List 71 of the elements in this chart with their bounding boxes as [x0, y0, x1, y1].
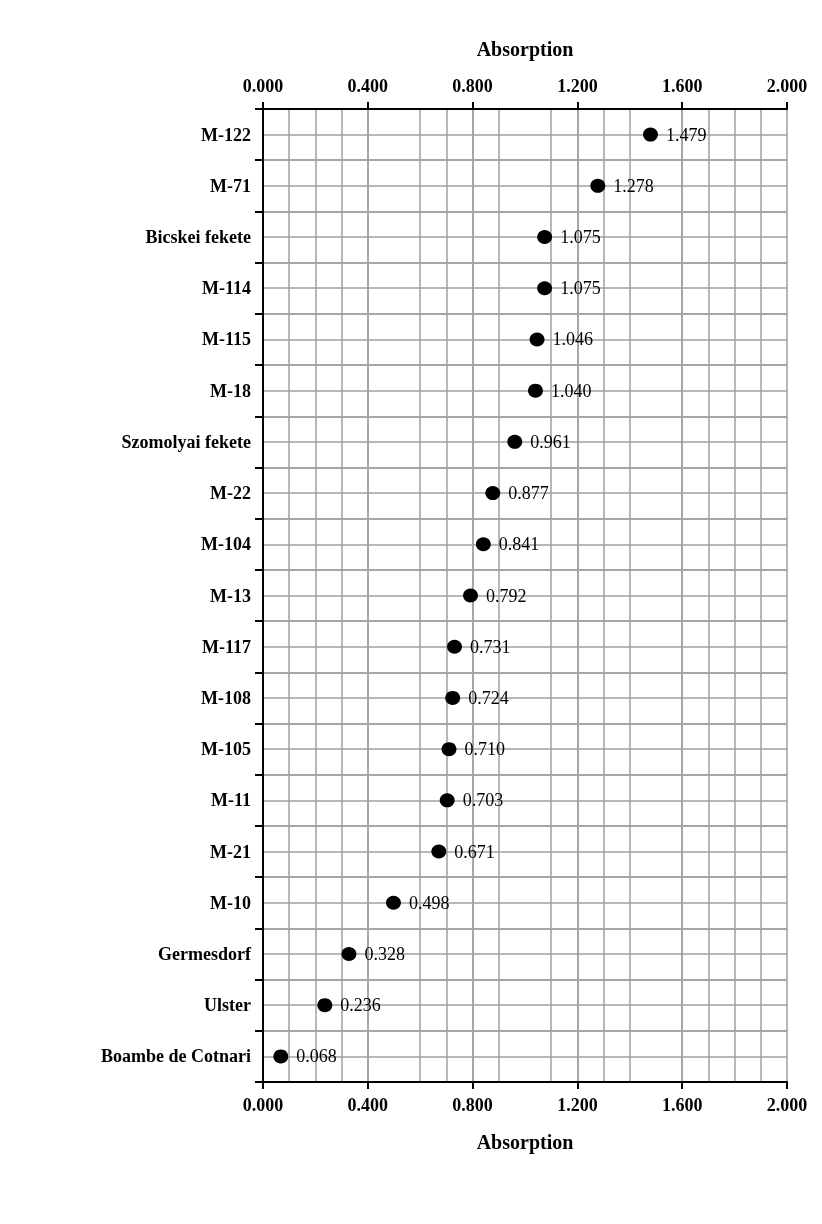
- y-tick-label: M-108: [201, 687, 251, 708]
- x-axis-title: Absorption: [476, 1131, 574, 1154]
- y-tick-label: M-115: [202, 329, 251, 350]
- y-tick-label: Bicskei fekete: [145, 227, 252, 248]
- data-label: 0.068: [296, 1046, 337, 1067]
- data-label: 0.792: [486, 585, 527, 606]
- data-label: 1.075: [560, 278, 601, 299]
- data-label: 1.046: [552, 329, 594, 350]
- point: [441, 742, 457, 757]
- y-tick-label: M-105: [201, 739, 251, 760]
- data-label: 0.498: [408, 892, 450, 913]
- y-tick-label: M-10: [210, 892, 251, 913]
- y-tick-label: M-18: [210, 380, 251, 401]
- x2-tick-label: 2.000: [766, 76, 808, 96]
- data-label: 0.841: [498, 534, 540, 555]
- y-tick-label: M-11: [211, 790, 251, 811]
- y-tick-label: M-21: [210, 841, 251, 862]
- point: [528, 383, 543, 398]
- x2-tick-label: 0.000: [242, 76, 284, 96]
- y-tick-label: M-71: [210, 175, 251, 196]
- data-label: 1.075: [560, 227, 601, 248]
- y-tick-label: M-104: [201, 534, 251, 555]
- point: [463, 588, 478, 603]
- point: [447, 639, 463, 654]
- x-tick-label: 1.600: [661, 1095, 703, 1115]
- point: [439, 793, 455, 808]
- point: [385, 895, 401, 910]
- data-label: 1.479: [666, 124, 707, 145]
- x-tick-label: 0.400: [347, 1095, 389, 1115]
- y-tick-label: Ulster: [204, 995, 251, 1016]
- x2-tick-label: 1.200: [557, 76, 598, 96]
- data-label: 0.731: [470, 636, 511, 657]
- y-tick-label: M-117: [202, 636, 251, 657]
- x2-axis-title: Absorption: [476, 38, 574, 61]
- point: [590, 178, 606, 193]
- data-label: 0.236: [340, 995, 381, 1016]
- point: [475, 537, 491, 552]
- point: [273, 1049, 289, 1064]
- point: [341, 946, 357, 961]
- point: [643, 127, 658, 142]
- data-label: 1.040: [550, 380, 592, 401]
- y-tick-label: M-22: [210, 483, 251, 504]
- y-tick-label: Boambe de Cotnari: [101, 1046, 251, 1067]
- point: [529, 332, 545, 347]
- data-label: 0.724: [468, 687, 509, 708]
- x2-tick-label: 1.600: [661, 76, 703, 96]
- data-label: 0.671: [454, 841, 495, 862]
- x-tick-label: 0.000: [242, 1095, 284, 1115]
- y-tick-label: Szomolyai fekete: [121, 431, 251, 452]
- x2-tick-label: 0.800: [452, 76, 493, 96]
- point: [485, 486, 501, 501]
- data-label: 0.710: [464, 739, 506, 760]
- point: [507, 434, 523, 449]
- x-tick-label: 1.200: [557, 1095, 598, 1115]
- point: [317, 998, 333, 1013]
- y-tick-label: M-13: [210, 585, 251, 606]
- y-tick-label: M-114: [202, 278, 251, 299]
- point: [445, 690, 461, 705]
- point: [537, 230, 553, 245]
- data-label: 0.961: [530, 431, 571, 452]
- data-label: 0.703: [462, 790, 504, 811]
- x-tick-label: 2.000: [766, 1095, 808, 1115]
- y-tick-label: Germesdorf: [158, 943, 252, 964]
- x2-tick-label: 0.400: [347, 76, 389, 96]
- point: [431, 844, 447, 859]
- data-label: 0.877: [508, 483, 549, 504]
- point: [537, 281, 553, 296]
- data-label: 0.328: [364, 943, 405, 964]
- y-tick-label: M-122: [201, 124, 251, 145]
- data-label: 1.278: [613, 175, 654, 196]
- x-tick-label: 0.800: [452, 1095, 493, 1115]
